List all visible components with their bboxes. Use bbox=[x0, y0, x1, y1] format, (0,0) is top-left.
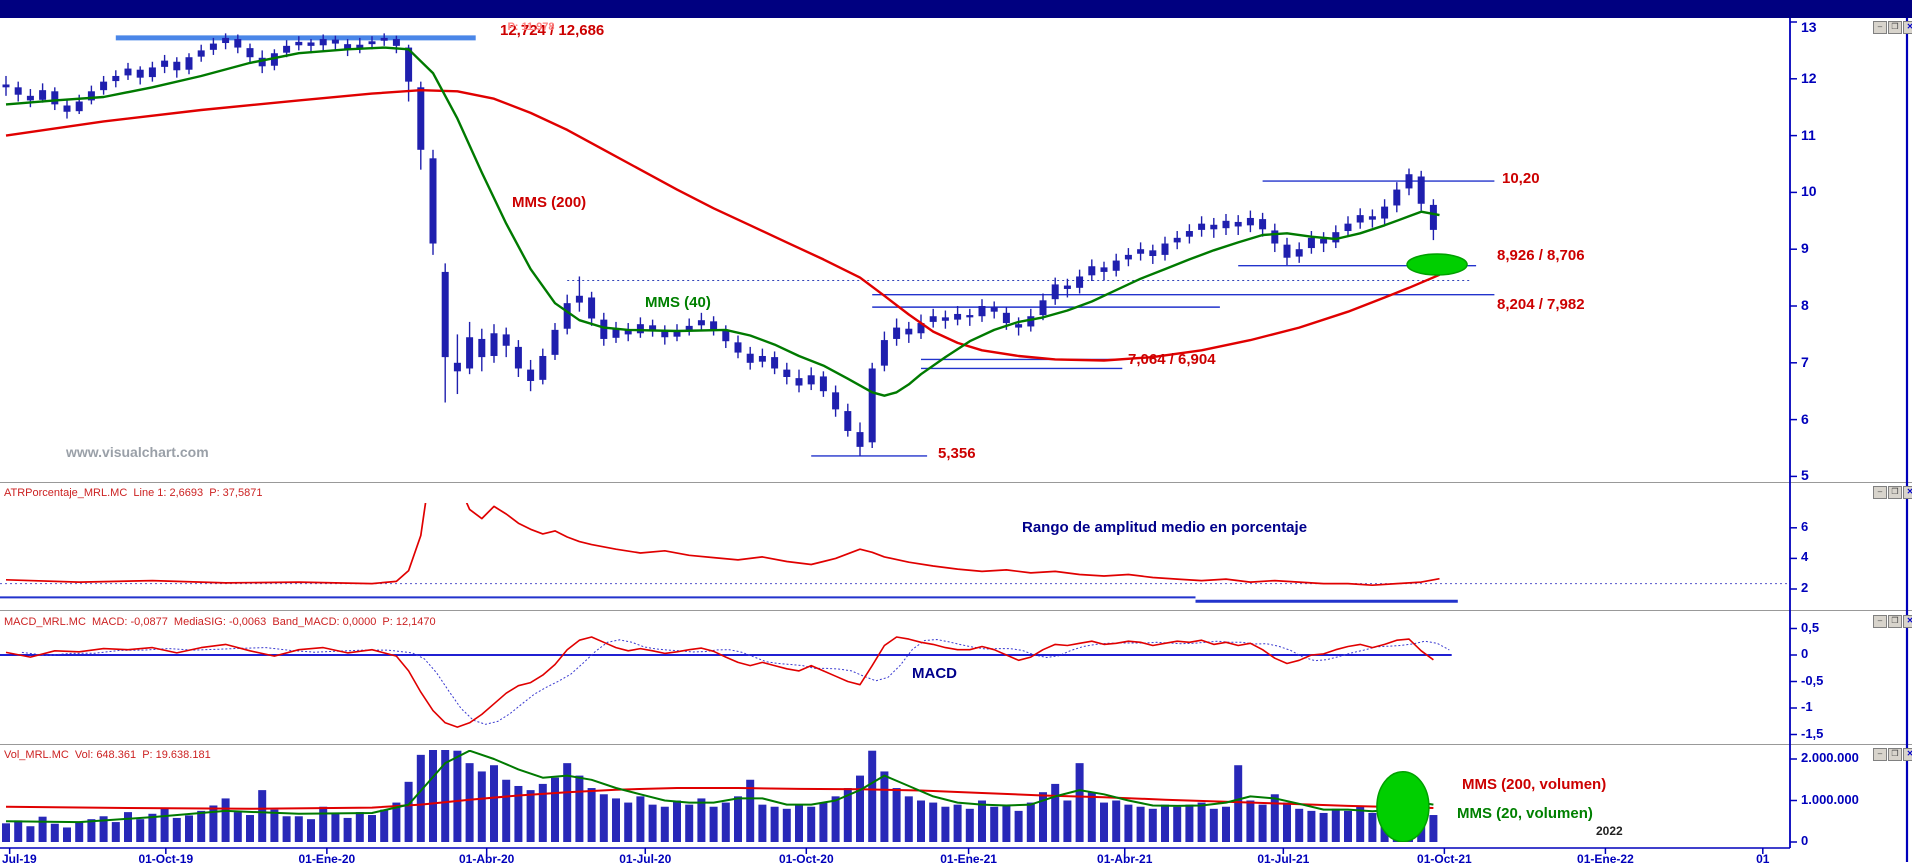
volume-mms20-label: MMS (20, volumen) bbox=[1457, 805, 1593, 822]
maximize-button[interactable]: ❒ bbox=[1888, 486, 1902, 499]
volume-axis-label: 2.000.000 bbox=[1801, 750, 1859, 765]
resistance-label-12724: 12,724 / 12,686 bbox=[500, 22, 604, 39]
macd-axis-label: -1,5 bbox=[1801, 725, 1824, 741]
maximize-button[interactable]: ❒ bbox=[1888, 615, 1902, 628]
date-axis-label: 01-Oct-21 bbox=[1417, 852, 1472, 866]
macd-axis-label: -1 bbox=[1801, 699, 1813, 714]
date-axis-label: Jul-19 bbox=[2, 852, 37, 866]
price-axis-label: 12 bbox=[1801, 69, 1817, 86]
volume-panel-window-controls: – ❒ ✕ bbox=[1873, 748, 1912, 761]
volume-axis-label: 0 bbox=[1801, 833, 1809, 848]
volume-panel-header: Vol_MRL.MC Vol: 648.361 P: 19.638.181 bbox=[4, 749, 211, 761]
support-label-8926: 8,926 / 8,706 bbox=[1497, 247, 1585, 264]
price-axis-label: 9 bbox=[1801, 240, 1809, 257]
maximize-button[interactable]: ❒ bbox=[1888, 21, 1902, 34]
date-axis-label: 01-Oct-20 bbox=[778, 852, 834, 866]
volume-mms200-label: MMS (200, volumen) bbox=[1462, 776, 1607, 793]
support-label-8204: 8,204 / 7,982 bbox=[1497, 296, 1585, 313]
window-title: MRL.MC - MERLIN PROP. - 1 d Dif. %: 0,00… bbox=[18, 21, 496, 33]
atr-axis-label: 6 bbox=[1801, 518, 1809, 534]
mms40-label: MMS (40) bbox=[645, 294, 711, 311]
date-axis-label: 01 bbox=[1756, 852, 1770, 866]
date-axis-label: 01-Jul-21 bbox=[1257, 852, 1310, 866]
price-axis-label: 13 bbox=[1801, 19, 1817, 35]
resistance-label-1020: 10,20 bbox=[1502, 170, 1540, 187]
minimize-button[interactable]: – bbox=[1873, 748, 1887, 761]
macd-axis-label: 0,5 bbox=[1801, 619, 1820, 635]
close-button[interactable]: ✕ bbox=[1903, 748, 1912, 761]
date-axis-label: 01-Abr-20 bbox=[458, 852, 515, 866]
close-button[interactable]: ✕ bbox=[1903, 21, 1912, 34]
maximize-button[interactable]: ❒ bbox=[1888, 748, 1902, 761]
price-axis-label: 5 bbox=[1801, 467, 1809, 484]
atr-axis-label: 4 bbox=[1801, 549, 1809, 565]
minimize-button[interactable]: – bbox=[1873, 486, 1887, 499]
atr-panel-header: ATRPorcentaje_MRL.MC Line 1: 2,6693 P: 3… bbox=[4, 487, 263, 499]
price-axis-label: 8 bbox=[1801, 297, 1809, 313]
date-axis-label: 01-Ene-20 bbox=[298, 852, 356, 866]
price-axis-label: 10 bbox=[1801, 183, 1817, 200]
macd-axis-label: -0,5 bbox=[1801, 672, 1824, 688]
volume-axis-label: 1.000.000 bbox=[1801, 791, 1859, 807]
year-label: 2022 bbox=[1596, 824, 1623, 838]
support-label-5356: 5,356 bbox=[938, 445, 976, 462]
price-panel-window-controls: – ❒ ✕ bbox=[1873, 21, 1912, 34]
minimize-button[interactable]: – bbox=[1873, 21, 1887, 34]
date-axis-label: 01-Oct-19 bbox=[138, 852, 194, 866]
minimize-button[interactable]: – bbox=[1873, 615, 1887, 628]
date-axis-label: 01-Ene-21 bbox=[940, 852, 997, 866]
price-axis-label: 6 bbox=[1801, 410, 1809, 427]
close-button[interactable]: ✕ bbox=[1903, 615, 1912, 628]
date-axis-label: 01-Jul-20 bbox=[619, 852, 672, 866]
date-axis-label: 01-Ene-22 bbox=[1577, 852, 1634, 866]
price-axis-label: 11 bbox=[1801, 126, 1816, 143]
support-label-7064: 7,064 / 6,904 bbox=[1128, 351, 1216, 368]
macd-annotation: MACD bbox=[912, 665, 957, 682]
atr-axis-label: 2 bbox=[1801, 580, 1809, 595]
window-title-last-price: P: 11,978 bbox=[507, 21, 555, 33]
atr-panel-window-controls: – ❒ ✕ bbox=[1873, 486, 1912, 499]
price-axis-label: 7 bbox=[1801, 353, 1809, 370]
macd-panel-window-controls: – ❒ ✕ bbox=[1873, 615, 1912, 628]
macd-axis-label: 0 bbox=[1801, 646, 1809, 661]
mms200-label: MMS (200) bbox=[512, 194, 587, 211]
atr-annotation: Rango de amplitud medio en porcentaje bbox=[1022, 519, 1308, 536]
macd-panel-header: MACD_MRL.MC MACD: -0,0877 MediaSIG: -0,0… bbox=[4, 616, 436, 628]
date-axis-label: 01-Abr-21 bbox=[1097, 852, 1153, 866]
visualchart-watermark: www.visualchart.com bbox=[66, 444, 209, 460]
app-title-bar[interactable]: MRL.MC - MERLIN PROP. - 1 d Dif. %: 0,00… bbox=[0, 0, 1912, 33]
close-button[interactable]: ✕ bbox=[1903, 486, 1912, 499]
